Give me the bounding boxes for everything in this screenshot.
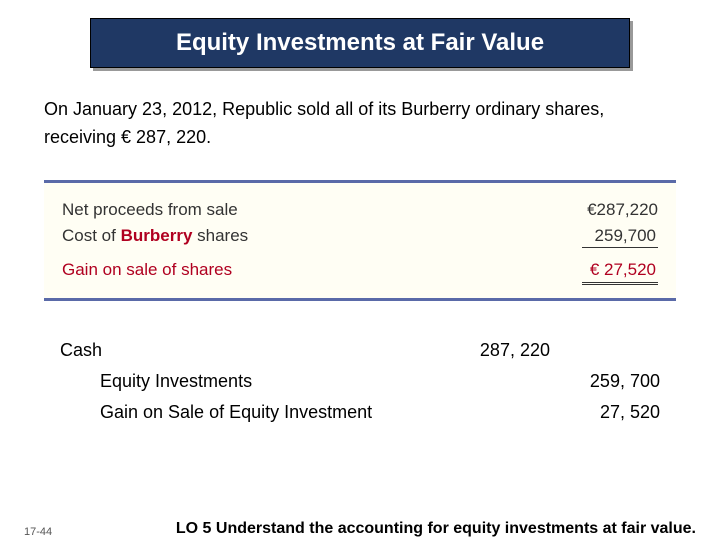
journal-row: Gain on Sale of Equity Investment 27, 52… (60, 397, 660, 428)
journal-debit (440, 371, 550, 392)
calc-label: Cost of Burberry shares (62, 226, 538, 248)
calculation-box: Net proceeds from sale €287,220 Cost of … (44, 180, 676, 301)
intro-paragraph: On January 23, 2012, Republic sold all o… (44, 96, 676, 152)
journal-credit: 27, 520 (550, 402, 660, 423)
slide-title: Equity Investments at Fair Value (176, 29, 544, 56)
calc-amount-value: € 27,520 (582, 260, 658, 285)
journal-credit (550, 340, 660, 361)
slide-title-banner: Equity Investments at Fair Value (90, 18, 630, 68)
journal-entry: Cash 287, 220 Equity Investments 259, 70… (60, 335, 660, 428)
slide-footer: 17-44 LO 5 Understand the accounting for… (0, 520, 720, 538)
calc-amount: € 27,520 (538, 260, 658, 285)
calc-amount: €287,220 (538, 200, 658, 220)
calc-label: Net proceeds from sale (62, 200, 538, 220)
journal-account: Cash (60, 340, 440, 361)
calc-amount: 259,700 (538, 226, 658, 248)
calc-amount-value: 259,700 (582, 226, 658, 248)
journal-credit: 259, 700 (550, 371, 660, 392)
journal-account: Gain on Sale of Equity Investment (60, 402, 440, 423)
journal-account: Equity Investments (60, 371, 440, 392)
calc-label-post: shares (192, 226, 248, 245)
journal-debit (440, 402, 550, 423)
calc-label: Gain on sale of shares (62, 260, 538, 285)
journal-row: Equity Investments 259, 700 (60, 366, 660, 397)
calc-label-pre: Cost of (62, 226, 121, 245)
calc-row-gain: Gain on sale of shares € 27,520 (62, 257, 658, 288)
journal-debit: 287, 220 (440, 340, 550, 361)
calc-row-proceeds: Net proceeds from sale €287,220 (62, 197, 658, 223)
brand-name: Burberry (121, 226, 193, 245)
learning-objective: LO 5 Understand the accounting for equit… (52, 520, 696, 538)
slide-number: 17-44 (24, 526, 52, 538)
calc-row-cost: Cost of Burberry shares 259,700 (62, 223, 658, 251)
journal-row: Cash 287, 220 (60, 335, 660, 366)
